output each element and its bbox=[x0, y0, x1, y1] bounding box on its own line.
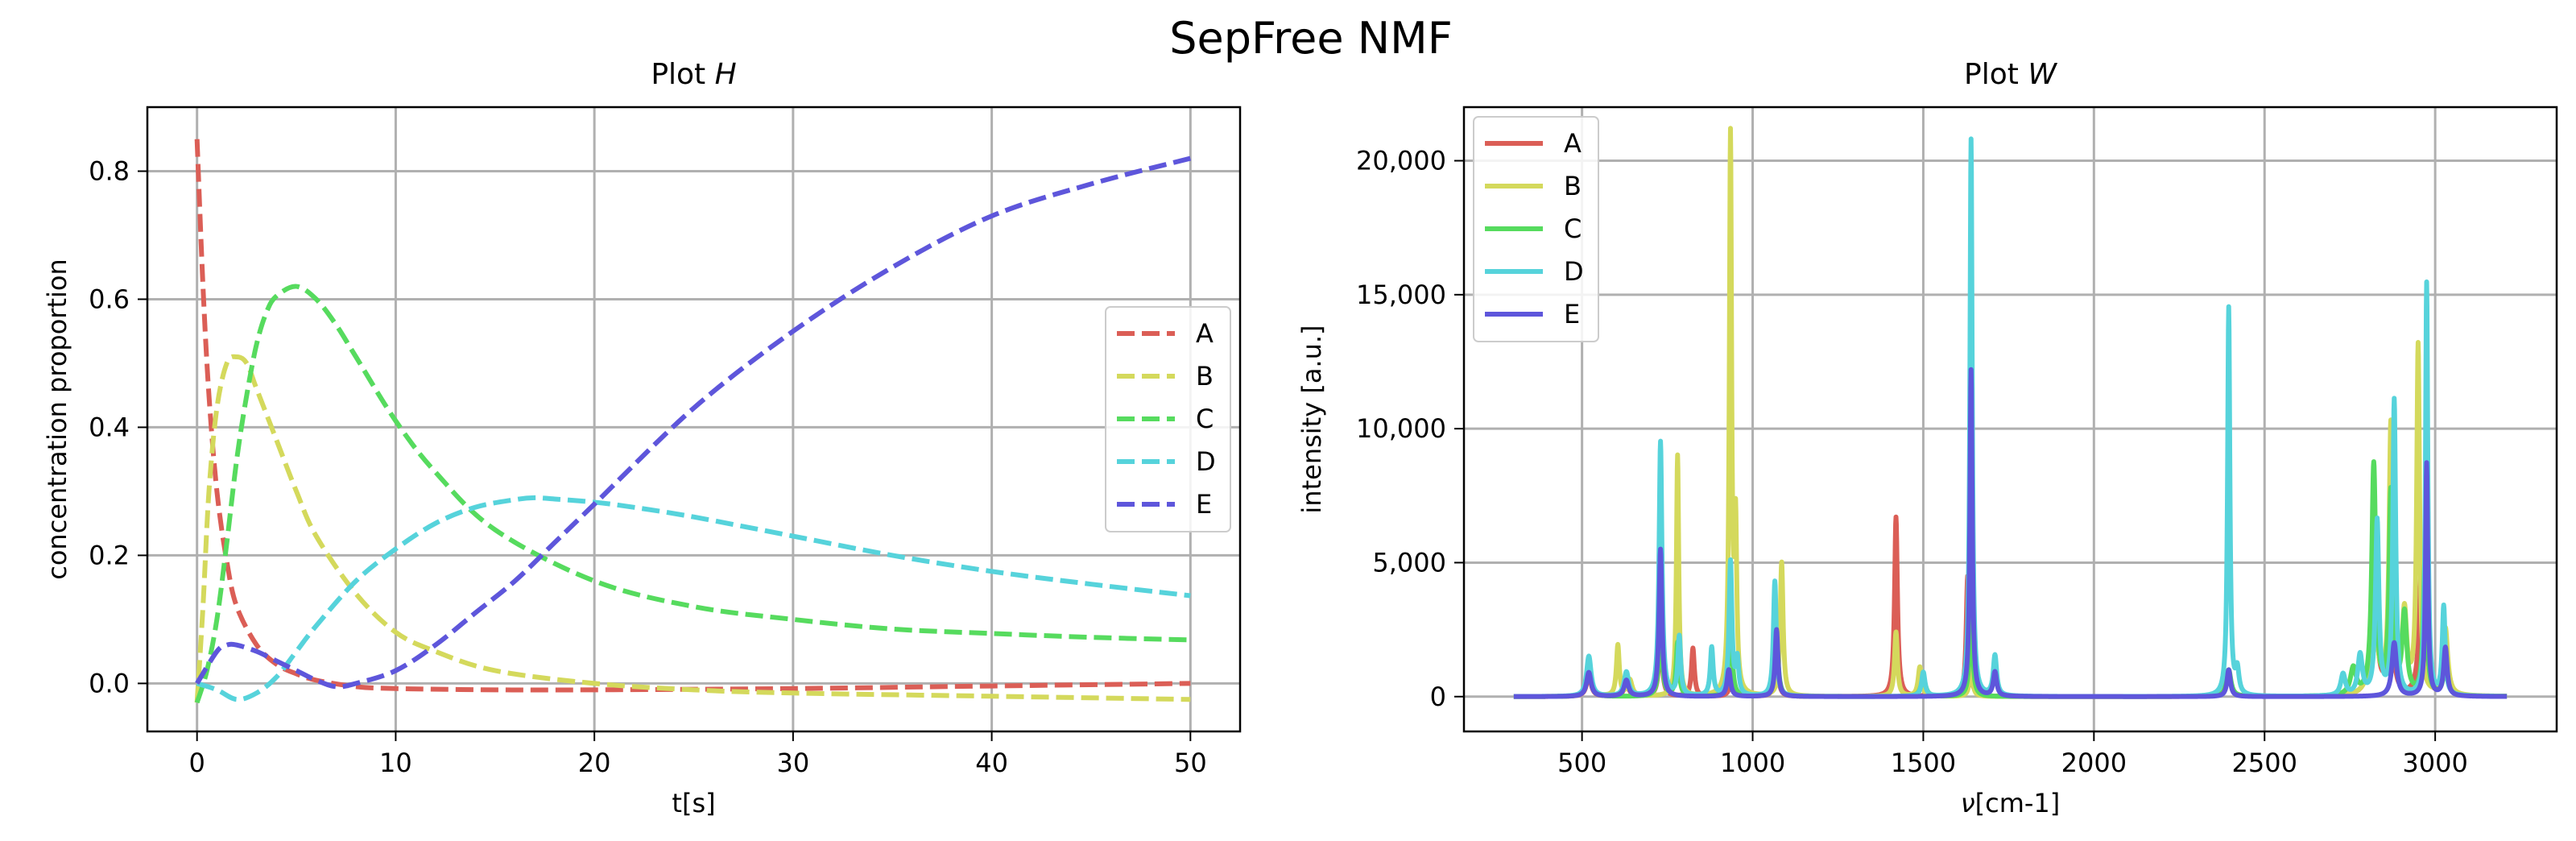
w-xtick-label: 3000 bbox=[2402, 748, 2467, 778]
chart-plot-w: 500 1000 1500 2000 2500 3000 0 5,000 10,000 15,00… bbox=[1296, 58, 2558, 818]
h-series-line-b bbox=[194, 354, 1191, 703]
h-legend-label-b: B bbox=[1196, 361, 1214, 392]
w-xtick-label: 1000 bbox=[1720, 748, 1785, 778]
h-xtick-label: 50 bbox=[1174, 748, 1207, 778]
w-xlabel-text: [cm-1] bbox=[1975, 788, 2061, 818]
h-legend-label-d: D bbox=[1196, 446, 1216, 477]
w-ytick-label: 0 bbox=[1430, 682, 1446, 712]
h-ylabel: concentration proportion bbox=[42, 259, 72, 579]
w-ytick-label: 5,000 bbox=[1372, 547, 1446, 578]
h-title-var: H bbox=[715, 58, 737, 91]
w-xtick-label: 500 bbox=[1557, 748, 1606, 778]
w-ytick-label: 10,000 bbox=[1356, 413, 1446, 444]
w-xtick-label: 2500 bbox=[2232, 748, 2297, 778]
h-xlabel-text: t[s] bbox=[672, 788, 715, 818]
h-data-area bbox=[194, 139, 1192, 704]
w-xlabel: ν[cm-1] bbox=[1961, 788, 2061, 818]
h-xtick-label: 10 bbox=[379, 748, 412, 778]
h-series-line-d bbox=[196, 495, 1191, 702]
h-ytick-label: 0.8 bbox=[89, 155, 130, 186]
w-data-area bbox=[1511, 126, 2509, 699]
h-xtick-label: 20 bbox=[578, 748, 611, 778]
h-title: Plot H bbox=[651, 58, 736, 91]
h-xtick-label: 0 bbox=[189, 748, 205, 778]
w-legend-label-d: D bbox=[1564, 256, 1584, 287]
h-series-line-a bbox=[194, 139, 1191, 693]
w-legend-label-b: B bbox=[1564, 171, 1582, 201]
h-ytick-label: 0.6 bbox=[89, 284, 130, 314]
h-series-line-c bbox=[194, 284, 1191, 704]
h-xtick-label: 40 bbox=[975, 748, 1008, 778]
w-xtick-label: 2000 bbox=[2061, 748, 2127, 778]
w-ytick-label: 20,000 bbox=[1356, 146, 1446, 176]
w-series-line-e bbox=[1511, 367, 2509, 699]
h-legend-label-e: E bbox=[1196, 489, 1212, 520]
figure-suptitle: SepFree NMF bbox=[1169, 13, 1453, 64]
h-xlabel: t[s] bbox=[672, 788, 715, 818]
w-title-prefix: Plot bbox=[1964, 58, 2028, 91]
h-ytick-label: 0.2 bbox=[89, 540, 130, 570]
h-legend-label-a: A bbox=[1196, 318, 1214, 349]
w-axes-frame bbox=[1462, 106, 2558, 733]
h-ytick-label: 0.4 bbox=[89, 412, 130, 442]
w-title-var: W bbox=[2028, 58, 2057, 91]
w-ylabel: intensity [a.u.] bbox=[1296, 325, 1327, 513]
h-series-line-e bbox=[195, 155, 1192, 690]
h-legend-label-c: C bbox=[1196, 404, 1214, 434]
h-axes-frame bbox=[146, 106, 1242, 733]
h-title-prefix: Plot bbox=[651, 58, 714, 91]
w-title: Plot W bbox=[1964, 58, 2057, 91]
w-xlabel-var: ν bbox=[1961, 788, 1975, 818]
w-legend-label-e: E bbox=[1564, 299, 1580, 329]
h-xtick-label: 30 bbox=[777, 748, 810, 778]
w-ytick-label: 15,000 bbox=[1356, 280, 1446, 310]
w-legend-label-a: A bbox=[1564, 128, 1582, 159]
h-ytick-label: 0.0 bbox=[89, 668, 130, 698]
w-legend-label-c: C bbox=[1564, 213, 1582, 244]
w-xtick-label: 1500 bbox=[1891, 748, 1956, 778]
